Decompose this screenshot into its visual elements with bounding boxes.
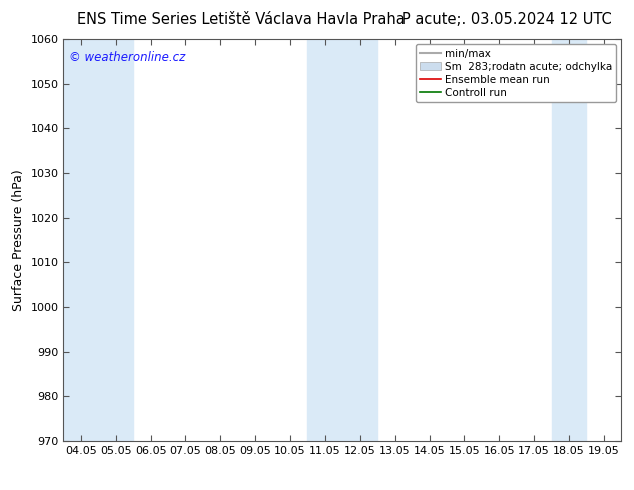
Bar (63, 39, 133, 441)
Text: © weatheronline.cz: © weatheronline.cz (69, 51, 185, 64)
Text: P acute;. 03.05.2024 12 UTC: P acute;. 03.05.2024 12 UTC (403, 12, 612, 27)
Y-axis label: Surface Pressure (hPa): Surface Pressure (hPa) (12, 169, 25, 311)
Text: ENS Time Series Letiště Václava Havla Praha: ENS Time Series Letiště Václava Havla Pr… (77, 12, 404, 27)
Legend: min/max, Sm  283;rodatn acute; odchylka, Ensemble mean run, Controll run: min/max, Sm 283;rodatn acute; odchylka, … (415, 45, 616, 102)
Bar (552, 39, 586, 441)
Bar (307, 39, 377, 441)
